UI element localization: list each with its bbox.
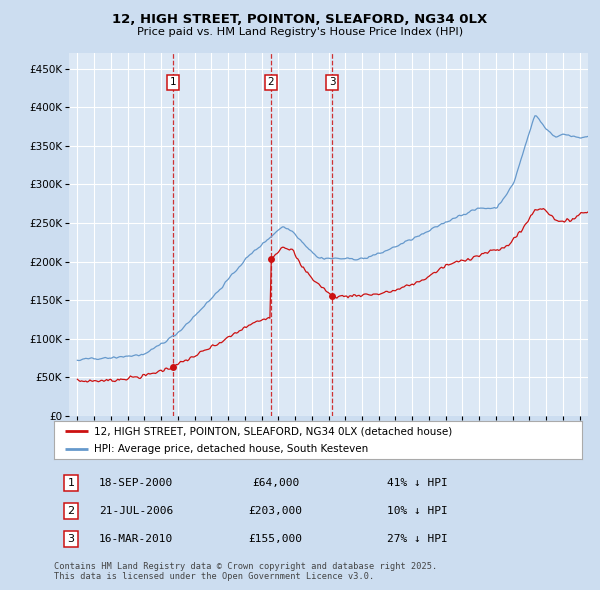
Text: 3: 3	[67, 534, 74, 544]
Text: 12, HIGH STREET, POINTON, SLEAFORD, NG34 0LX (detached house): 12, HIGH STREET, POINTON, SLEAFORD, NG34…	[94, 426, 452, 436]
Text: Contains HM Land Registry data © Crown copyright and database right 2025.
This d: Contains HM Land Registry data © Crown c…	[54, 562, 437, 581]
Text: 41% ↓ HPI: 41% ↓ HPI	[386, 478, 448, 488]
Text: 18-SEP-2000: 18-SEP-2000	[99, 478, 173, 488]
Text: HPI: Average price, detached house, South Kesteven: HPI: Average price, detached house, Sout…	[94, 444, 368, 454]
Text: 1: 1	[170, 77, 176, 87]
Text: 3: 3	[329, 77, 335, 87]
Text: Price paid vs. HM Land Registry's House Price Index (HPI): Price paid vs. HM Land Registry's House …	[137, 27, 463, 37]
Text: £155,000: £155,000	[249, 534, 303, 544]
Text: 21-JUL-2006: 21-JUL-2006	[99, 506, 173, 516]
Text: 2: 2	[67, 506, 74, 516]
Text: £203,000: £203,000	[249, 506, 303, 516]
Text: 12, HIGH STREET, POINTON, SLEAFORD, NG34 0LX: 12, HIGH STREET, POINTON, SLEAFORD, NG34…	[112, 13, 488, 26]
Text: 2: 2	[268, 77, 274, 87]
Text: £64,000: £64,000	[252, 478, 299, 488]
Text: 1: 1	[67, 478, 74, 488]
Text: 10% ↓ HPI: 10% ↓ HPI	[386, 506, 448, 516]
Text: 27% ↓ HPI: 27% ↓ HPI	[386, 534, 448, 544]
Text: 16-MAR-2010: 16-MAR-2010	[99, 534, 173, 544]
